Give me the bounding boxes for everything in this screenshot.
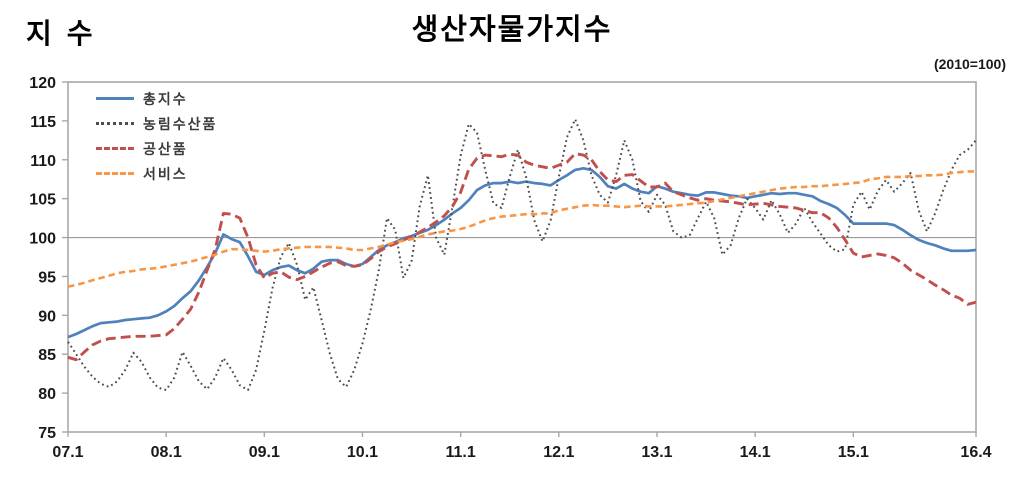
dotted-line-swatch-icon (96, 122, 134, 125)
series-line-services (67, 170, 976, 288)
legend-label-total-index: 총지수 (143, 90, 188, 107)
chart-title: 생산자물가지수 (411, 14, 613, 46)
legend-item-total-index: 총지수 (96, 86, 217, 111)
y-axis-label: 75 (38, 425, 56, 442)
y-axis-label: 95 (38, 269, 56, 286)
x-axis-label: 12.1 (543, 444, 574, 461)
x-axis-label: 07.1 (52, 444, 83, 461)
y-axis-label: 120 (29, 75, 56, 92)
legend-item-agri-forestry-fishery: 농림수산품 (96, 111, 217, 136)
x-axis-label: 09.1 (249, 444, 280, 461)
legend-item-services: 서비스 (96, 161, 217, 186)
solid-line-swatch-icon (96, 97, 134, 100)
x-axis-label: 11.1 (446, 444, 476, 461)
legend-label-manufactured-products: 공산품 (143, 140, 188, 157)
y-axis-label: 115 (30, 114, 56, 131)
series-line-manufactured-products (67, 152, 977, 362)
x-axis-label: 08.1 (151, 444, 182, 461)
legend-label-services: 서비스 (143, 165, 188, 182)
x-axis-label: 16.4 (960, 444, 991, 461)
x-axis-label: 14.1 (740, 444, 771, 461)
legend: 총지수 농림수산품 공산품 서비스 (96, 86, 217, 186)
x-axis-label: 15.1 (838, 444, 869, 461)
y-axis-label: 100 (29, 231, 56, 248)
y-axis-unit-label: 지 수 (26, 19, 97, 50)
y-axis-label: 85 (38, 347, 56, 364)
legend-item-manufactured-products: 공산품 (96, 136, 217, 161)
legend-label-agri-forestry-fishery: 농림수산품 (143, 115, 218, 132)
x-axis-label: 13.1 (641, 444, 672, 461)
y-axis-label: 105 (29, 192, 56, 209)
y-axis-label: 110 (30, 153, 56, 170)
series-line-total-index (67, 166, 977, 339)
y-axis-label: 90 (38, 308, 56, 325)
dashed-line-swatch-icon (96, 172, 134, 175)
x-axis-label: 10.1 (347, 444, 378, 461)
dashed-line-swatch-icon (96, 147, 134, 150)
base-year-note: (2010=100) (933, 56, 1006, 72)
plot-border (67, 81, 977, 433)
y-axis-label: 80 (38, 386, 56, 403)
series-line-agri-forestry-fishery (67, 118, 977, 391)
